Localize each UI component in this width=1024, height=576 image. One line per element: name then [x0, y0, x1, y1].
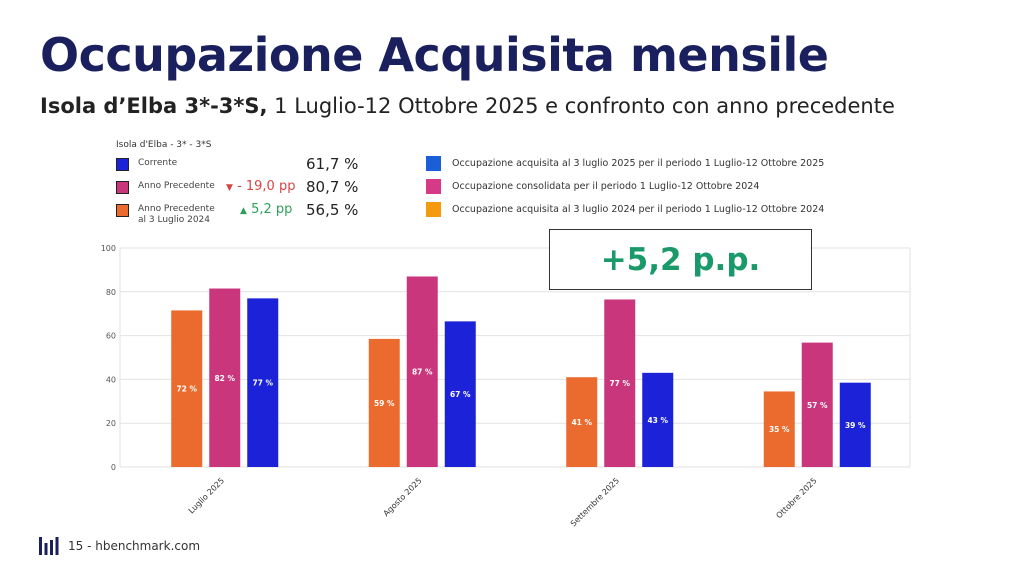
- corrente-swatch: [116, 158, 129, 171]
- subtitle-bold: Isola d’Elba 3*-3*S,: [40, 94, 268, 118]
- bar-ottobre-2025-series-1: [763, 391, 795, 467]
- anno-precedente-delta-text: - 19,0 pp: [237, 179, 296, 194]
- bar-agosto-2025-series-1: [368, 338, 400, 467]
- anno-precedente-3-luglio-delta: ▲ 5,2 pp: [240, 202, 292, 217]
- bar-value-label: 59 %: [374, 399, 395, 408]
- series-legend-label-3: Occupazione acquisita al 3 luglio 2024 p…: [452, 204, 825, 215]
- y-tick-label: 80: [106, 288, 116, 297]
- bar-value-label: 72 %: [176, 385, 197, 394]
- series-legend-item-1: Occupazione acquisita al 3 luglio 2025 p…: [426, 156, 846, 174]
- bar-ottobre-2025-series-3: [839, 382, 871, 467]
- callout-box: +5,2 p.p.: [549, 229, 812, 290]
- series-legend-swatch-1: [426, 156, 441, 171]
- bar-value-label: 87 %: [412, 368, 433, 377]
- series-legend-item-3: Occupazione acquisita al 3 luglio 2024 p…: [426, 202, 846, 220]
- corrente-label: Corrente: [138, 158, 178, 168]
- bar-value-label: 77 %: [252, 379, 273, 388]
- bar-value-label: 82 %: [214, 374, 235, 383]
- series-legend-swatch-2: [426, 179, 441, 194]
- anno-precedente-label: Anno Precedente: [138, 181, 215, 191]
- summary-legend-heading: Isola d'Elba - 3* - 3*S: [116, 140, 212, 150]
- bar-settembre-2025-series-3: [642, 372, 674, 467]
- y-tick-label: 40: [106, 375, 116, 384]
- corrente-value: 61,7 %: [306, 155, 359, 173]
- bar-value-label: 39 %: [845, 421, 866, 430]
- bar-settembre-2025-series-2: [604, 299, 636, 467]
- hbenchmark-logo-icon: [39, 537, 59, 555]
- footer-text: 15 - hbenchmark.com: [68, 539, 201, 553]
- summary-row-corrente: Corrente 61,7 %: [116, 155, 376, 177]
- triangle-up-icon: ▲: [240, 206, 247, 216]
- series-legend-swatch-3: [426, 202, 441, 217]
- summary-row-anno-precedente-3-luglio: Anno Precedente al 3 Luglio 2024 ▲ 5,2 p…: [116, 201, 376, 227]
- y-tick-label: 100: [101, 244, 116, 253]
- anno-precedente-swatch: [116, 181, 129, 194]
- anno-precedente-delta: ▼ - 19,0 pp: [226, 179, 295, 194]
- bar-value-label: 35 %: [769, 425, 790, 434]
- series-legend-label-1: Occupazione acquisita al 3 luglio 2025 p…: [452, 158, 825, 169]
- anno-precedente-value: 80,7 %: [306, 178, 359, 196]
- bar-value-label: 57 %: [807, 401, 828, 410]
- bar-value-label: 41 %: [571, 418, 592, 427]
- page-title: Occupazione Acquisita mensile: [40, 28, 829, 82]
- bar-luglio-2025-series-1: [171, 310, 203, 467]
- y-tick-label: 0: [111, 463, 116, 472]
- series-legend-label-2: Occupazione consolidata per il periodo 1…: [452, 181, 760, 192]
- bar-settembre-2025-series-1: [566, 377, 598, 467]
- bar-agosto-2025-series-2: [406, 276, 438, 467]
- bar-value-label: 67 %: [450, 390, 471, 399]
- subtitle-rest: 1 Luglio-12 Ottobre 2025 e confronto con…: [267, 94, 895, 118]
- bar-value-label: 43 %: [647, 416, 668, 425]
- page-subtitle: Isola d’Elba 3*-3*S, 1 Luglio-12 Ottobre…: [40, 94, 895, 118]
- x-tick-label: Settembre 2025: [569, 476, 621, 528]
- x-tick-label: Luglio 2025: [187, 476, 226, 515]
- y-tick-label: 20: [106, 419, 116, 428]
- summary-row-anno-precedente: Anno Precedente ▼ - 19,0 pp 80,7 %: [116, 178, 376, 200]
- anno-precedente-3-luglio-delta-text: 5,2 pp: [251, 202, 293, 217]
- callout-text: +5,2 p.p.: [600, 241, 761, 278]
- y-tick-label: 60: [106, 332, 116, 341]
- anno-precedente-3-luglio-swatch: [116, 204, 129, 217]
- x-tick-label: Ottobre 2025: [774, 476, 818, 520]
- triangle-down-icon: ▼: [226, 183, 233, 193]
- anno-precedente-3-luglio-label: Anno Precedente al 3 Luglio 2024: [138, 204, 215, 225]
- series-legend-item-2: Occupazione consolidata per il periodo 1…: [426, 179, 846, 197]
- bar-agosto-2025-series-3: [444, 321, 476, 467]
- x-tick-label: Agosto 2025: [382, 476, 424, 518]
- bar-ottobre-2025-series-2: [801, 342, 833, 467]
- bar-luglio-2025-series-3: [247, 298, 279, 467]
- bar-luglio-2025-series-2: [209, 288, 241, 467]
- bar-value-label: 77 %: [609, 379, 630, 388]
- anno-precedente-3-luglio-value: 56,5 %: [306, 201, 359, 219]
